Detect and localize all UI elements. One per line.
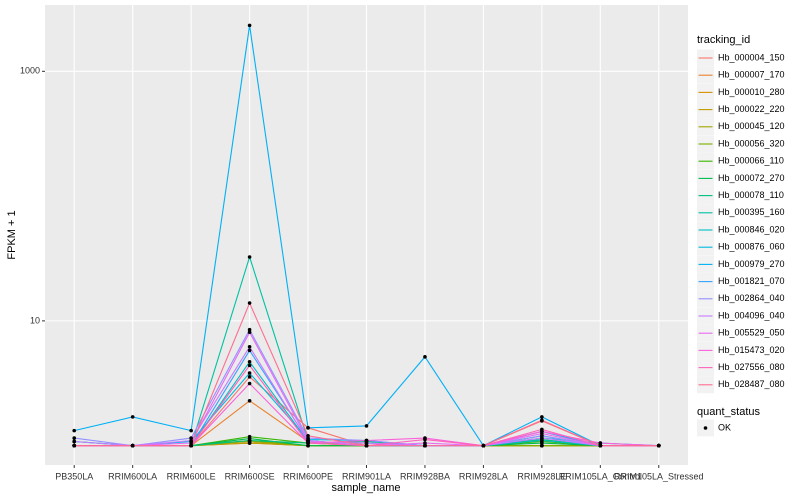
y-tick-label: 1000 — [20, 66, 40, 76]
legend-label: Hb_000072_270 — [718, 173, 785, 183]
legend-label: Hb_001821_070 — [718, 276, 785, 286]
data-point — [423, 441, 427, 445]
data-point — [189, 428, 193, 433]
data-point — [306, 443, 310, 448]
legend-label: Hb_004096_040 — [718, 310, 785, 320]
legend-label: Hb_028487_080 — [718, 379, 785, 389]
legend-point — [703, 426, 708, 430]
legend-label: Hb_005529_050 — [718, 328, 785, 338]
y-tick-label: 10 — [30, 315, 40, 325]
data-point — [247, 23, 252, 28]
legend-label: Hb_000004_150 — [718, 52, 785, 62]
data-point — [247, 438, 252, 443]
data-point — [72, 443, 77, 448]
legend-label: Hb_000066_110 — [718, 156, 784, 166]
data-point — [247, 255, 252, 259]
y-axis-title: FPKM + 1 — [6, 210, 18, 259]
data-point — [247, 398, 252, 403]
x-tick-label: RRIM105LA_Control — [559, 471, 642, 481]
data-point — [656, 443, 661, 448]
data-point — [306, 438, 310, 443]
legend-label: Hb_000045_120 — [718, 121, 785, 131]
data-point — [247, 360, 252, 364]
data-point — [540, 418, 544, 422]
data-point — [247, 330, 252, 335]
data-point — [247, 301, 252, 305]
data-point — [247, 344, 252, 349]
data-point — [72, 439, 77, 444]
data-point — [247, 371, 252, 375]
data-point — [130, 443, 135, 448]
data-point — [598, 443, 603, 448]
legend-label: Hb_027556_080 — [718, 362, 785, 372]
x-tick-label: RRIM901LA — [342, 471, 391, 481]
data-point — [364, 438, 369, 443]
data-point — [72, 436, 77, 440]
x-tick-label: PB350LA — [55, 471, 93, 481]
data-point — [598, 441, 603, 445]
x-tick-label: RRIM928LA — [459, 471, 508, 481]
data-point — [247, 375, 252, 379]
data-point — [247, 381, 252, 386]
data-point — [423, 443, 427, 448]
data-point — [540, 415, 544, 419]
x-tick-label: RRIM928LE — [517, 471, 566, 481]
data-point — [72, 428, 77, 433]
shape-legend-title: quant_status — [697, 406, 760, 418]
data-point — [247, 348, 252, 353]
legend-label: Hb_000846_020 — [718, 224, 785, 234]
data-point — [423, 355, 427, 359]
data-point — [364, 441, 369, 445]
data-point — [423, 437, 427, 442]
data-point — [540, 436, 544, 440]
x-tick-label: RRIM928BA — [400, 471, 450, 481]
data-point — [364, 424, 369, 428]
x-tick-label: RRIM600PE — [283, 471, 333, 481]
legend-label: Hb_000979_270 — [718, 259, 785, 269]
legend-label: Hb_000078_110 — [718, 190, 784, 200]
legend-label: Hb_000007_170 — [718, 70, 785, 80]
legend-label: Hb_000395_160 — [718, 207, 785, 217]
data-point — [306, 426, 310, 430]
data-point — [306, 433, 310, 438]
data-point — [540, 441, 544, 445]
x-axis-title: sample_name — [331, 482, 400, 494]
legend-label: Hb_000022_220 — [718, 104, 785, 114]
data-point — [189, 443, 193, 448]
data-point — [189, 441, 193, 445]
data-point — [306, 441, 310, 445]
data-point — [130, 415, 135, 419]
legend-label: Hb_000056_320 — [718, 138, 785, 148]
data-point — [247, 363, 252, 368]
legend-label: Hb_002864_040 — [718, 293, 785, 303]
x-tick-label: RRIM600SE — [225, 471, 275, 481]
legend-label: Hb_000876_060 — [718, 242, 785, 252]
legend-title: tracking_id — [697, 34, 750, 46]
data-point — [540, 443, 544, 448]
x-tick-label: RRIM600LE — [167, 471, 216, 481]
data-point — [189, 438, 193, 443]
data-point — [481, 443, 486, 448]
data-point — [247, 327, 252, 332]
legend-label: OK — [718, 422, 731, 432]
data-point — [540, 427, 544, 432]
plot-layer — [45, 5, 688, 465]
legend-label: Hb_015473_020 — [718, 345, 785, 355]
legend-label: Hb_000010_280 — [718, 87, 785, 97]
x-tick-label: RRIM105LA_Stressed — [614, 471, 704, 481]
x-tick-label: RRIM600LA — [108, 471, 157, 481]
data-point — [364, 443, 369, 448]
